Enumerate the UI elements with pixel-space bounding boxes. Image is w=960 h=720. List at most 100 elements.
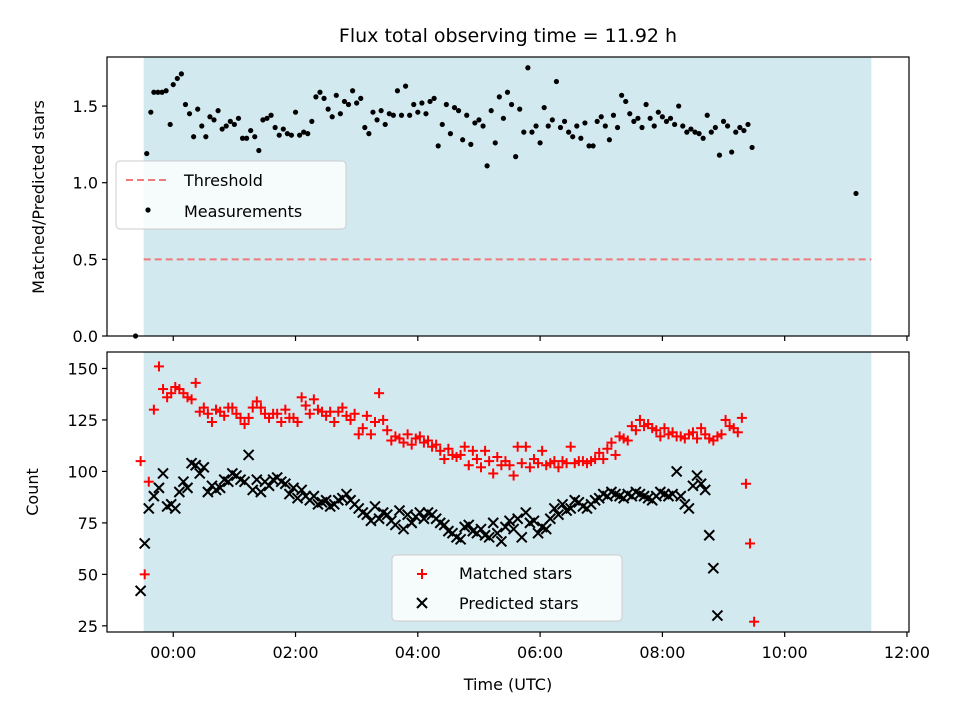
measurement-point (211, 117, 217, 123)
matched-star-point (378, 414, 389, 425)
measurement-point (443, 101, 449, 108)
matched-star-point (480, 445, 491, 456)
measurement-point (610, 112, 617, 118)
measurement-point (349, 88, 356, 94)
count-x-ticks: 00:00 02:00 04:00 06:00 08:00 10:00 12:00 (150, 632, 930, 662)
predicted-star-point (242, 449, 255, 461)
predicted-star-point (381, 508, 393, 521)
measurement-point (496, 94, 502, 100)
measurement-point (460, 137, 466, 143)
matched-star-point (553, 462, 564, 473)
matched-star-point (280, 404, 291, 415)
measurement-point (159, 89, 165, 95)
measurement-point (614, 124, 621, 131)
measurement-point (741, 127, 747, 134)
measurement-point (268, 112, 274, 118)
measurement-point (321, 95, 327, 101)
matched-star-point (732, 427, 743, 438)
matched-star-point (696, 423, 707, 434)
measurement-point (853, 190, 859, 197)
measurement-point (207, 114, 213, 120)
measurement-point (447, 131, 454, 137)
measurement-point (525, 65, 531, 71)
measurement-point (582, 120, 588, 126)
matched-star-point (143, 476, 154, 487)
measurement-point (676, 103, 682, 109)
matched-star-point (508, 470, 519, 481)
ratio-axes-frame (106, 56, 910, 337)
matched-star-point (471, 454, 482, 465)
matched-star-point (565, 441, 576, 452)
measurement-point (533, 123, 539, 129)
count-legend: Matched stars Predicted stars (391, 554, 623, 622)
measurement-point (248, 127, 254, 134)
measurement-point (167, 121, 173, 128)
predicted-star-point (214, 482, 226, 494)
measurement-point (651, 123, 657, 129)
predicted-star-point (198, 461, 210, 474)
count-y-tick-label: 125 (67, 411, 98, 430)
count-plot-marks (134, 361, 760, 627)
matched-star-point (153, 361, 164, 372)
measurement-point (655, 109, 661, 115)
measurement-point (729, 149, 735, 155)
measurement-point (667, 115, 674, 121)
measurement-point (402, 83, 409, 89)
measurement-point (178, 71, 184, 77)
measurement-point (500, 115, 507, 121)
measurement-point (468, 141, 474, 147)
predicted-star-point (148, 490, 160, 502)
predicted-star-point (707, 562, 720, 574)
predicted-star-point (695, 478, 707, 490)
matched-star-point (749, 616, 760, 627)
matched-star-point (602, 443, 613, 454)
measurement-point (639, 124, 645, 131)
count-y-axis-label: Count (23, 468, 42, 516)
matched-star-point (622, 435, 633, 446)
measurement-point (578, 135, 584, 141)
measurement-point (366, 131, 372, 137)
measurement-point (606, 137, 612, 143)
measurement-point (292, 109, 299, 115)
ratio-y-tick-label: 0.0 (73, 327, 98, 346)
measurement-point (708, 129, 714, 135)
measurement-point (696, 131, 702, 137)
matched-star-point (431, 439, 442, 450)
predicted-star-point (556, 498, 569, 511)
measurement-point (144, 150, 150, 157)
measurement-point (329, 114, 335, 120)
measurement-point (231, 121, 237, 128)
matched-star-point (475, 462, 486, 473)
predicted-star-point (666, 488, 679, 500)
matched-star-point (488, 468, 499, 479)
count-y-tick-label: 150 (67, 359, 98, 378)
measurement-point (170, 81, 176, 88)
ratio-legend: Threshold Measurements (115, 160, 347, 230)
matched-star-point (594, 447, 605, 458)
count-legend-frame (391, 554, 623, 622)
predicted-star-point (369, 500, 381, 513)
predicted-star-point (397, 523, 410, 535)
measurement-point (517, 106, 523, 112)
ratio-plot-marks (132, 65, 872, 339)
chart-title: Flux total observing time = 11.92 h (339, 25, 677, 47)
measurement-point (264, 115, 270, 121)
measurement-point (411, 101, 417, 108)
measurement-point (325, 106, 331, 112)
count-y-tick-label: 25 (78, 617, 98, 636)
predicted-star-point (544, 513, 556, 525)
measurement-point (472, 120, 478, 126)
measurement-point (354, 100, 360, 106)
measurement-point (333, 92, 339, 98)
measurement-point (374, 117, 380, 123)
matched-star-point (361, 410, 372, 421)
measurement-point (700, 135, 706, 141)
measurement-point (203, 134, 209, 140)
predicted-star-point (340, 488, 353, 500)
measurement-point (464, 112, 470, 118)
measurement-point (521, 129, 527, 135)
ratio-y-tick-label: 0.5 (73, 250, 98, 269)
matched-star-point (190, 377, 201, 388)
measurement-point (439, 121, 445, 128)
measurement-point (235, 115, 242, 121)
